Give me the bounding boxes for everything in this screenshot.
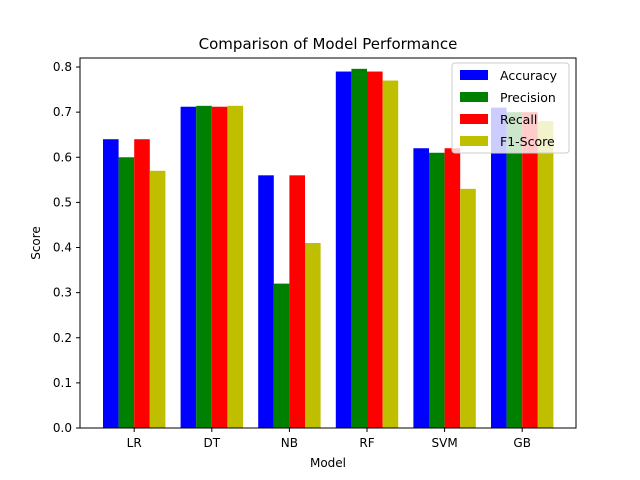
legend-swatch-f1-score (460, 136, 488, 146)
bar-precision-gb (506, 112, 523, 429)
x-tick-label-gb: GB (513, 436, 531, 450)
y-tick-label: 0.8 (53, 60, 72, 74)
bar-recall-dt (211, 106, 228, 429)
y-tick-label: 0.2 (53, 331, 72, 345)
bar-precision-dt (196, 105, 212, 428)
x-tick-label-svm: SVM (432, 436, 458, 450)
y-tick-label: 0.6 (53, 150, 72, 164)
bar-f1-score-lr (149, 170, 166, 428)
y-tick-label: 0.3 (53, 286, 72, 300)
y-tick-label: 0.7 (53, 105, 72, 119)
bar-accuracy-gb (491, 107, 507, 428)
bar-accuracy-dt (180, 106, 197, 429)
bar-f1-score-svm (460, 188, 476, 428)
bar-accuracy-lr (103, 139, 119, 428)
legend: Accuracy Precision Recall F1-Score (451, 62, 570, 154)
y-axis-label: Score (29, 226, 43, 260)
y-axis: 0.0 0.1 0.2 0.3 0.4 0.5 0.6 0.7 0.8 (53, 60, 80, 435)
x-tick-label-dt: DT (204, 436, 221, 450)
y-tick-label: 0.1 (53, 376, 72, 390)
x-tick-label-rf: RF (359, 436, 374, 450)
y-tick-label: 0.4 (53, 241, 72, 255)
legend-label-precision: Precision (500, 90, 556, 105)
legend-label-f1-score: F1-Score (500, 134, 555, 149)
bar-accuracy-rf (335, 71, 352, 428)
x-axis-label: Model (310, 456, 346, 470)
bar-f1-score-nb (305, 243, 321, 428)
bar-accuracy-nb (258, 175, 274, 428)
bar-precision-lr (118, 157, 135, 428)
x-axis: LR DT NB RF SVM GB (127, 428, 531, 450)
plot-frame (79, 57, 577, 429)
bar-recall-nb (289, 175, 305, 428)
bar-f1-score-rf (382, 80, 399, 428)
bar-f1-score-gb (537, 121, 554, 429)
bar-recall-lr (134, 139, 150, 428)
bar-precision-nb (273, 283, 290, 428)
y-tick-label: 0.5 (53, 195, 72, 209)
bars-group (103, 68, 554, 429)
bar-precision-rf (351, 68, 367, 428)
legend-swatch-precision (460, 92, 488, 102)
legend-box (451, 62, 570, 154)
chart-title: Comparison of Model Performance (199, 35, 458, 53)
bar-accuracy-svm (413, 148, 429, 428)
x-tick-label-lr: LR (127, 436, 142, 450)
bar-recall-svm (444, 148, 461, 428)
legend-swatch-recall (460, 114, 488, 124)
bar-recall-gb (522, 112, 538, 429)
legend-label-recall: Recall (500, 112, 537, 127)
legend-label-accuracy: Accuracy (500, 68, 558, 83)
y-tick-label: 0.0 (53, 421, 72, 435)
bar-f1-score-dt (227, 105, 243, 428)
bar-precision-svm (429, 152, 445, 428)
legend-swatch-accuracy (460, 70, 488, 80)
x-tick-label-nb: NB (281, 436, 298, 450)
bar-recall-rf (367, 71, 383, 428)
